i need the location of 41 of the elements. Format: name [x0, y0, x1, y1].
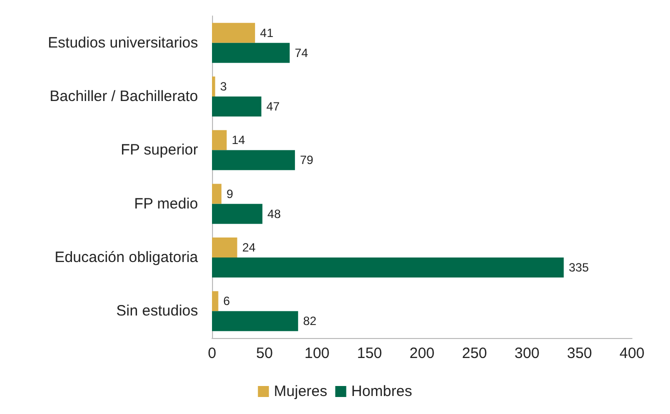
y-tick-label: Sin estudios [116, 302, 198, 320]
y-tick-label: Bachiller / Bachillerato [50, 88, 198, 105]
x-tick-label: 0 [208, 345, 216, 362]
data-label: 3 [220, 80, 228, 94]
x-tick-label: 350 [566, 345, 592, 362]
data-label: 82 [303, 314, 317, 328]
x-tick-label: 400 [619, 345, 645, 362]
bar [212, 184, 222, 204]
x-tick-label: 100 [304, 345, 330, 362]
data-label: 6 [223, 294, 230, 308]
bar [212, 150, 295, 170]
data-label: 74 [294, 46, 308, 60]
bar [212, 238, 238, 258]
data-label: 48 [267, 206, 282, 221]
bar [212, 258, 564, 278]
bar [212, 311, 298, 332]
x-tick-label: 50 [256, 345, 273, 362]
y-tick-label: FP superior [120, 142, 198, 159]
legend-label: Mujeres [274, 383, 328, 400]
data-label: 47 [266, 100, 280, 114]
y-tick-label: Educación obligatoria [54, 249, 199, 266]
y-tick-label: FP medio [134, 195, 198, 212]
bar [212, 76, 216, 96]
bar [212, 42, 290, 63]
data-label: 41 [260, 26, 274, 40]
data-label: 24 [242, 240, 256, 254]
bar [212, 204, 262, 224]
legend-label: Hombres [351, 383, 412, 400]
data-label: 9 [226, 186, 234, 201]
y-tick-label: Estudios universitarios [48, 34, 198, 52]
x-tick-label: 250 [462, 345, 488, 362]
bar [212, 96, 262, 116]
bar [212, 130, 227, 150]
x-tick-label: 200 [409, 345, 435, 362]
data-label: 335 [568, 260, 590, 274]
bar [212, 22, 256, 43]
data-label: 79 [300, 153, 314, 168]
x-tick-label: 150 [356, 345, 382, 362]
data-label: 14 [232, 133, 246, 148]
x-tick-label: 300 [514, 345, 540, 362]
bar [212, 291, 218, 312]
